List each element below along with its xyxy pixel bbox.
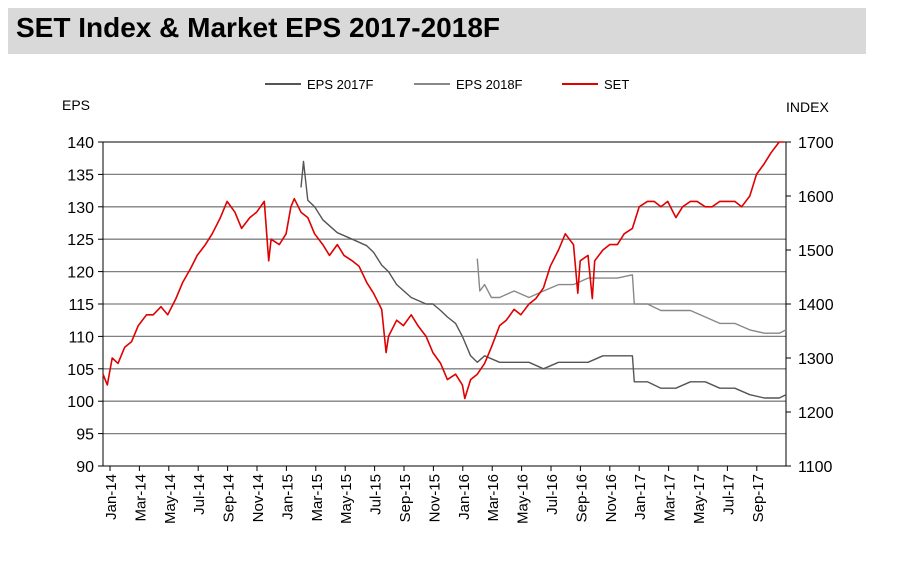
page-title: SET Index & Market EPS 2017-2018F bbox=[16, 12, 500, 43]
x-tick-label: Jul-15 bbox=[368, 474, 385, 515]
x-tick-label: Jan-17 bbox=[632, 474, 649, 520]
x-tick-label: Nov-15 bbox=[426, 474, 443, 522]
x-tick-label: Sep-17 bbox=[750, 474, 767, 522]
series-line-eps-2018f bbox=[476, 258, 787, 334]
x-tick-label: Nov-14 bbox=[250, 474, 267, 522]
y-right-tick-label: 1500 bbox=[798, 243, 834, 260]
x-tick-label: Jul-17 bbox=[720, 474, 737, 515]
y-right-tick-label: 1400 bbox=[798, 297, 834, 314]
y-right-tick-label: 1300 bbox=[798, 351, 834, 368]
legend-label: EPS 2017F bbox=[307, 77, 374, 92]
y-left-tick-label: 125 bbox=[67, 232, 94, 249]
gridlines bbox=[103, 173, 786, 435]
y-left-tick-label: 105 bbox=[67, 362, 94, 379]
series-line-eps-2017f bbox=[300, 160, 787, 399]
y-left-tick-label: 110 bbox=[68, 329, 94, 346]
y-left-tick-label: 135 bbox=[67, 167, 94, 184]
y-left-tick-label: 95 bbox=[76, 427, 94, 444]
y-right-tick-label: 1700 bbox=[798, 135, 834, 152]
x-tick-label: May-14 bbox=[162, 474, 179, 524]
x-tick-label: May-15 bbox=[338, 474, 355, 524]
y-left-tick-label: 115 bbox=[68, 297, 94, 314]
x-tick-label: Jan-16 bbox=[456, 474, 473, 520]
x-tick-label: Mar-17 bbox=[662, 474, 679, 522]
y-left-tick-label: 120 bbox=[67, 265, 94, 282]
left-axis: 140 135 130 125 120 115 110 105 100 95 90 bbox=[67, 135, 103, 476]
x-tick-label: May-17 bbox=[691, 474, 708, 524]
x-tick-label: Sep-14 bbox=[221, 474, 238, 522]
y-left-axis-label: EPS bbox=[62, 97, 90, 113]
legend-label: EPS 2018F bbox=[456, 77, 523, 92]
y-right-tick-label: 1200 bbox=[798, 405, 834, 422]
x-axis: Jan-14 Mar-14 May-14 Jul-14 Sep-14 Nov-14 Jan-… bbox=[103, 466, 767, 524]
x-tick-label: Jan-15 bbox=[279, 474, 296, 520]
legend: EPS 2017F EPS 2018F SET bbox=[265, 77, 629, 92]
y-left-tick-label: 100 bbox=[67, 394, 94, 411]
x-tick-label: Nov-16 bbox=[603, 474, 620, 522]
x-tick-label: Jul-16 bbox=[544, 474, 561, 515]
y-right-tick-label: 1600 bbox=[798, 189, 834, 206]
y-left-tick-label: 130 bbox=[67, 200, 94, 217]
x-tick-label: Sep-16 bbox=[573, 474, 590, 522]
title-bar: SET Index & Market EPS 2017-2018F bbox=[8, 8, 866, 54]
x-tick-label: Sep-15 bbox=[397, 474, 414, 522]
right-axis: 1700 1600 1500 1400 1300 1200 1100 bbox=[786, 135, 834, 476]
y-right-tick-label: 1100 bbox=[798, 459, 833, 476]
x-tick-label: Mar-16 bbox=[485, 474, 502, 522]
legend-label: SET bbox=[604, 77, 629, 92]
y-left-tick-label: 140 bbox=[67, 135, 94, 152]
series-line-set bbox=[102, 141, 784, 400]
x-tick-label: Jul-14 bbox=[191, 474, 208, 515]
x-tick-label: May-16 bbox=[515, 474, 532, 524]
x-tick-label: Jan-14 bbox=[103, 474, 120, 520]
x-tick-label: Mar-15 bbox=[309, 474, 326, 522]
series-group bbox=[102, 141, 787, 400]
x-tick-label: Mar-14 bbox=[132, 474, 149, 522]
y-right-axis-label: INDEX bbox=[786, 99, 829, 115]
y-left-tick-label: 90 bbox=[76, 459, 94, 476]
